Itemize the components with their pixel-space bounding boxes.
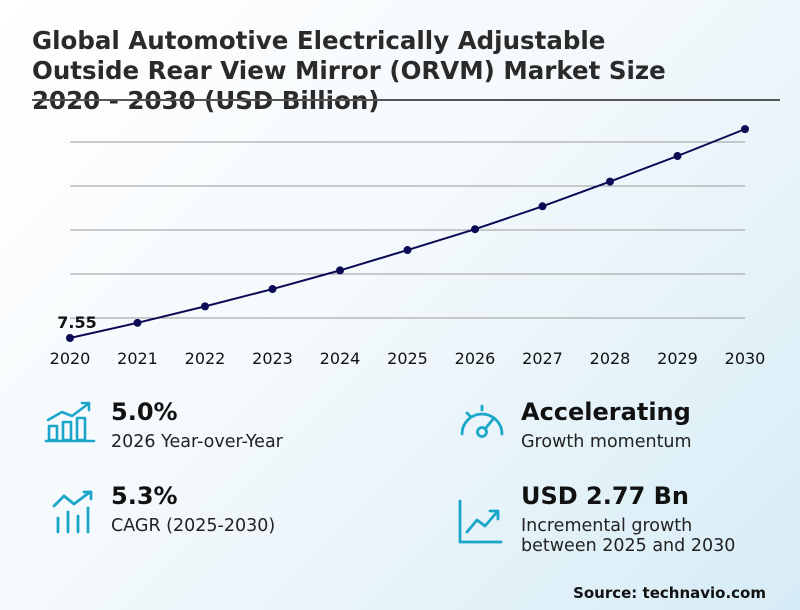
kpi-cagr-label: CAGR (2025-2030) [111, 516, 276, 536]
kpi-momentum-value: Accelerating [521, 398, 691, 426]
kpi-incremental-value: USD 2.77 Bn [521, 482, 689, 510]
kpi-incremental-label-line-1: Incremental growth [521, 516, 693, 536]
kpi-cagr-value: 5.3% [111, 482, 178, 510]
kpi-yoy-value: 5.0% [111, 398, 178, 426]
x-tick-label-2023: 2023 [252, 349, 293, 368]
kpi-cagr: 5.3% CAGR (2025-2030) [111, 482, 275, 536]
x-tick-label-2026: 2026 [455, 349, 496, 368]
kpi-incremental: USD 2.77 Bn Incremental growth between 2… [521, 482, 735, 556]
title-line-2: Outside Rear View Mirror (ORVM) Market S… [32, 56, 666, 85]
series-line [69, 128, 746, 339]
data-point-2025 [403, 246, 412, 255]
data-point-2028 [606, 177, 614, 186]
data-point-2023 [268, 285, 277, 294]
trend-bars-icon [52, 490, 93, 534]
data-point-2024 [336, 266, 344, 275]
data-label-2020: 7.55 [57, 313, 96, 332]
x-tick-label-2025: 2025 [387, 349, 428, 368]
data-point-2026 [471, 225, 479, 234]
x-tick-label-2029: 2029 [657, 349, 698, 368]
data-point-2020 [66, 334, 74, 342]
kpi-yoy-label: 2026 Year-over-Year [111, 432, 283, 452]
x-tick-label-2028: 2028 [590, 349, 631, 368]
x-tick-label-2027: 2027 [522, 349, 563, 368]
line-chart: 2020 2021 2022 2023 2024 2025 2026 2027 2028 2029… [50, 125, 766, 368]
line-chart-up-icon [458, 499, 503, 544]
x-tick-label-2022: 2022 [185, 349, 226, 368]
x-tick-label-2024: 2024 [320, 349, 361, 368]
title-divider [32, 99, 780, 101]
title-line-1: Global Automotive Electrically Adjustabl… [32, 26, 606, 55]
kpi-momentum: Accelerating Growth momentum [521, 398, 692, 452]
x-tick-label-2020: 2020 [50, 349, 91, 368]
kpi-momentum-label: Growth momentum [521, 432, 692, 452]
x-tick-label-2030: 2030 [725, 349, 766, 368]
data-point-2021 [133, 318, 142, 327]
data-point-2029 [673, 152, 682, 160]
data-point-2022 [201, 302, 209, 311]
data-point-2027 [538, 202, 547, 211]
source-credit: Source: technavio.com [573, 584, 766, 602]
kpi-incremental-label: Incremental growth between 2025 and 2030 [521, 516, 735, 556]
kpi-yoy: 5.0% 2026 Year-over-Year [111, 398, 283, 452]
data-point-2030 [741, 125, 749, 134]
speedometer-icon [460, 404, 504, 438]
x-tick-label-2021: 2021 [117, 349, 158, 368]
kpi-incremental-label-line-2: between 2025 and 2030 [521, 536, 736, 556]
bar-chart-growth-icon [44, 401, 96, 443]
